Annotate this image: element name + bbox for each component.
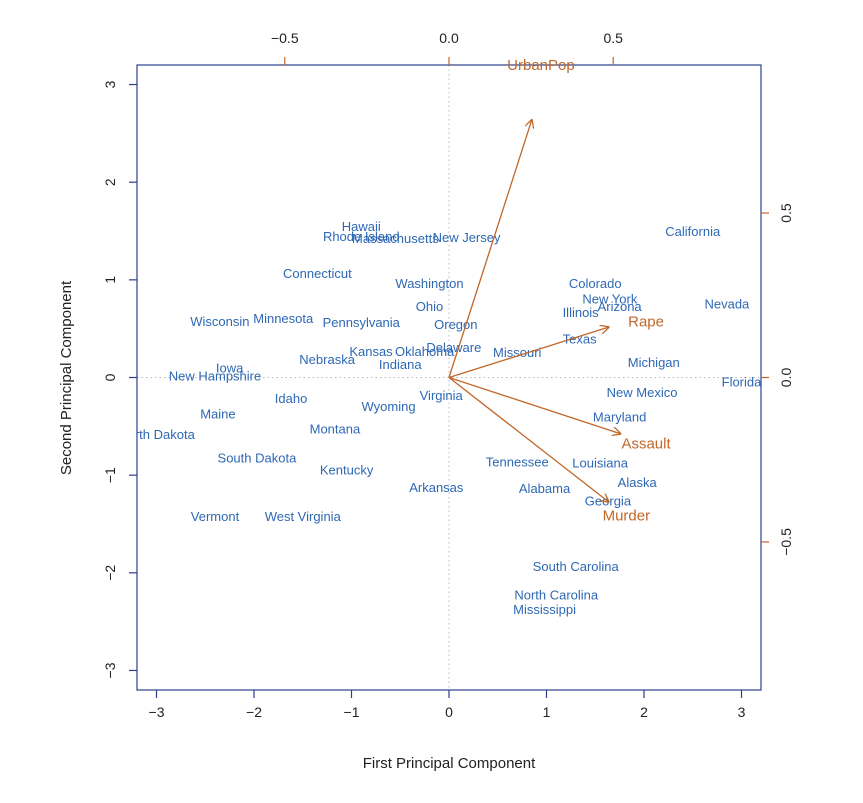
state-label: Connecticut (283, 266, 352, 281)
x-tick-label: 1 (543, 704, 551, 720)
y-tick-label: 2 (102, 178, 118, 186)
state-label: Rhode Island (323, 229, 400, 244)
top-tick-label: 0.5 (603, 30, 623, 46)
state-label: Oregon (434, 317, 477, 332)
top-axis: −0.5 0.0 0.5 (271, 30, 623, 65)
y-axis-title: Second Principal Component (58, 280, 75, 475)
state-label: Pennsylvania (323, 315, 401, 330)
x-tick-label: 0 (445, 704, 453, 720)
y-tick-label: 3 (102, 80, 118, 88)
state-label: Colorado (569, 276, 622, 291)
x-axis-title: First Principal Component (363, 755, 536, 772)
state-label: Mississippi (513, 602, 576, 617)
state-label: Idaho (275, 391, 308, 406)
state-label: Kentucky (320, 462, 374, 477)
loading-arrow (448, 120, 532, 378)
y-tick-label: −3 (102, 662, 118, 678)
state-label: Missouri (493, 345, 542, 360)
y-tick-label: 0 (102, 373, 118, 381)
state-label: Alabama (519, 481, 571, 496)
state-label: Delaware (426, 340, 481, 355)
state-label: Nebraska (299, 352, 355, 367)
loading-label: Assault (621, 435, 671, 452)
y-tick-label: 1 (102, 276, 118, 284)
right-tick-label: 0.5 (778, 203, 794, 223)
state-label: Michigan (628, 355, 680, 370)
state-label: Ohio (416, 299, 443, 314)
state-label: Oklahoma (395, 344, 455, 359)
loading-label: Murder (603, 508, 651, 525)
state-label: South Carolina (533, 559, 620, 574)
state-label: Indiana (379, 357, 422, 372)
state-label: North Dakota (118, 427, 195, 442)
state-label: Tennessee (486, 454, 549, 469)
loading-label: UrbanPop (507, 57, 575, 74)
x-tick-label: 2 (640, 704, 648, 720)
state-label: New Jersey (433, 230, 501, 245)
state-label: Illinois (563, 305, 600, 320)
left-axis: −3 −2 −1 0 1 2 3 (102, 80, 137, 678)
state-label: Minnesota (253, 311, 314, 326)
state-label: Montana (310, 421, 361, 436)
state-label: Hawaii (342, 219, 381, 234)
top-tick-label: −0.5 (271, 30, 299, 46)
state-label: South Dakota (218, 451, 298, 466)
state-label: New York (582, 291, 637, 306)
state-label: Vermont (191, 509, 240, 524)
state-label: Wyoming (362, 399, 416, 414)
y-tick-label: −2 (102, 565, 118, 581)
top-tick-label: 0.0 (439, 30, 459, 46)
x-tick-label: −2 (246, 704, 262, 720)
state-label: New Hampshire (169, 369, 261, 384)
bottom-axis: −3 −2 −1 0 1 2 3 (149, 690, 746, 720)
state-label: North Carolina (514, 587, 599, 602)
state-label: Kansas (349, 344, 393, 359)
state-label: Maine (200, 407, 235, 422)
right-tick-label: 0.0 (778, 368, 794, 388)
state-label: Louisiana (572, 455, 628, 470)
state-label: Massachusetts (352, 231, 439, 246)
state-label: Washington (395, 276, 463, 291)
state-label: California (665, 224, 721, 239)
state-label: New Mexico (607, 385, 678, 400)
state-label: Iowa (216, 361, 244, 376)
loading-arrow (448, 327, 609, 379)
state-label: Maryland (593, 410, 646, 425)
state-label: Florida (722, 374, 763, 389)
state-label: West Virginia (265, 509, 342, 524)
state-label: Texas (563, 331, 597, 346)
x-tick-label: −3 (149, 704, 165, 720)
right-axis: −0.5 0.0 0.5 (761, 203, 794, 556)
state-label: Arkansas (409, 480, 464, 495)
state-label: Nevada (704, 296, 750, 311)
state-label: Wisconsin (190, 314, 249, 329)
loading-label: Rape (628, 314, 664, 331)
state-label: Arizona (598, 299, 643, 314)
loading-vectors: UrbanPop Rape Assault Murder (448, 57, 671, 525)
state-label: Virginia (420, 388, 464, 403)
state-label: Alaska (618, 475, 658, 490)
x-tick-label: −1 (344, 704, 360, 720)
loading-arrow (448, 376, 620, 434)
right-tick-label: −0.5 (778, 528, 794, 556)
y-tick-label: −1 (102, 467, 118, 483)
loading-arrow (448, 376, 609, 502)
x-tick-label: 3 (738, 704, 746, 720)
